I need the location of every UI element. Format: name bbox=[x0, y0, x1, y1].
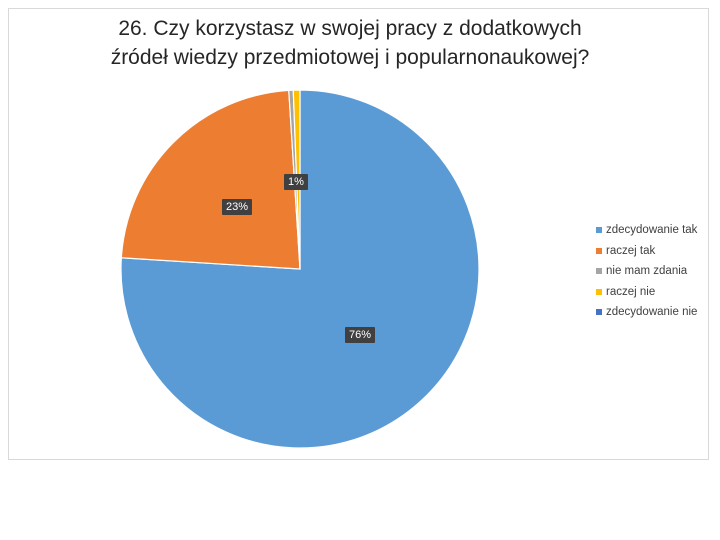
chart-title-line-1: 26. Czy korzystasz w swojej pracy z doda… bbox=[118, 17, 582, 40]
legend-label-raczej-tak: raczej tak bbox=[606, 244, 656, 257]
legend-item-zdecydowanie-tak: zdecydowanie tak bbox=[596, 220, 697, 241]
chart-title-line-2: źródeł wiedzy przedmiotowej i popularnon… bbox=[110, 46, 590, 69]
chart-title: 26. Czy korzystasz w swojej pracy z doda… bbox=[40, 14, 660, 72]
legend-item-zdecydowanie-nie: zdecydowanie nie bbox=[596, 302, 697, 323]
legend-swatch-nie-mam-zdania bbox=[596, 268, 602, 274]
data-label-raczej-nie: 1% bbox=[284, 174, 308, 190]
legend-item-raczej-nie: raczej nie bbox=[596, 282, 697, 303]
legend-swatch-zdecydowanie-nie bbox=[596, 309, 602, 315]
legend-label-zdecydowanie-tak: zdecydowanie tak bbox=[606, 224, 698, 236]
legend-label-zdecydowanie-nie: zdecydowanie nie bbox=[606, 306, 698, 318]
legend-label-raczej-nie: raczej nie bbox=[606, 285, 656, 298]
legend-swatch-zdecydowanie-tak bbox=[596, 227, 602, 233]
legend-swatch-raczej-nie bbox=[596, 288, 602, 295]
data-label-raczej-tak: 23% bbox=[222, 199, 253, 215]
legend-item-nie-mam-zdania: nie mam zdania bbox=[596, 261, 697, 282]
legend: zdecydowanie tak raczej tak nie mam zdan… bbox=[596, 220, 697, 323]
pie-slice-zdecydowanie-tak bbox=[120, 89, 480, 449]
legend-swatch-raczej-tak bbox=[596, 247, 602, 254]
pie-slice-raczej-tak bbox=[120, 89, 301, 270]
data-label-zdecydowanie-tak: 76% bbox=[345, 327, 376, 343]
legend-label-nie-mam-zdania: nie mam zdania bbox=[606, 265, 688, 277]
legend-item-raczej-tak: raczej tak bbox=[596, 241, 697, 262]
